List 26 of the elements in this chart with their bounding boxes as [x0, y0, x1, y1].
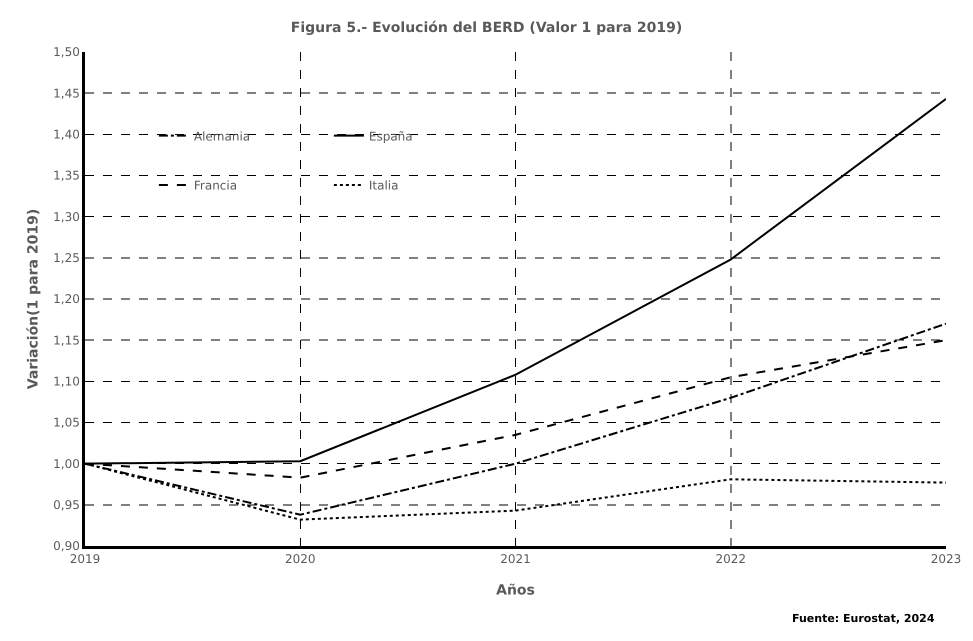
legend-label: España: [368, 129, 413, 144]
y-tick-label: 1,00: [53, 456, 80, 471]
y-axis-title: Variación(1 para 2019): [26, 208, 42, 390]
x-tick-label: 2023: [930, 552, 962, 566]
y-tick-label: 1,10: [53, 374, 80, 389]
source-note: Fuente: Eurostat, 2024: [792, 612, 935, 625]
x-tick-label: 2021: [500, 552, 531, 566]
y-tick-label: 1,25: [53, 251, 80, 266]
y-tick-label: 1,20: [53, 292, 80, 306]
x-axis-title: Años: [496, 582, 535, 598]
y-tick-label: 1,35: [53, 168, 80, 183]
x-tick-label: 2019: [70, 552, 100, 566]
y-tick-label: 1,50: [53, 45, 80, 60]
y-tick-label: 0,90: [53, 539, 80, 554]
legend-label: Italia: [368, 178, 399, 193]
legend-label: Francia: [194, 178, 238, 193]
y-tick-label: 1,05: [53, 416, 80, 430]
y-tick-label: 1,15: [53, 333, 80, 348]
y-tick-label: 0,95: [53, 498, 80, 512]
x-tick-label: 2022: [715, 552, 746, 566]
y-tick-label: 1,40: [53, 128, 80, 142]
y-tick-label: 1,30: [53, 210, 80, 224]
y-tick-label: 1,45: [53, 86, 80, 100]
x-tick-label: 2020: [284, 552, 316, 566]
legend-label: Alemania: [194, 129, 250, 144]
chart-title: Figura 5.- Evolución del BERD (Valor 1 para 2019): [290, 20, 682, 36]
